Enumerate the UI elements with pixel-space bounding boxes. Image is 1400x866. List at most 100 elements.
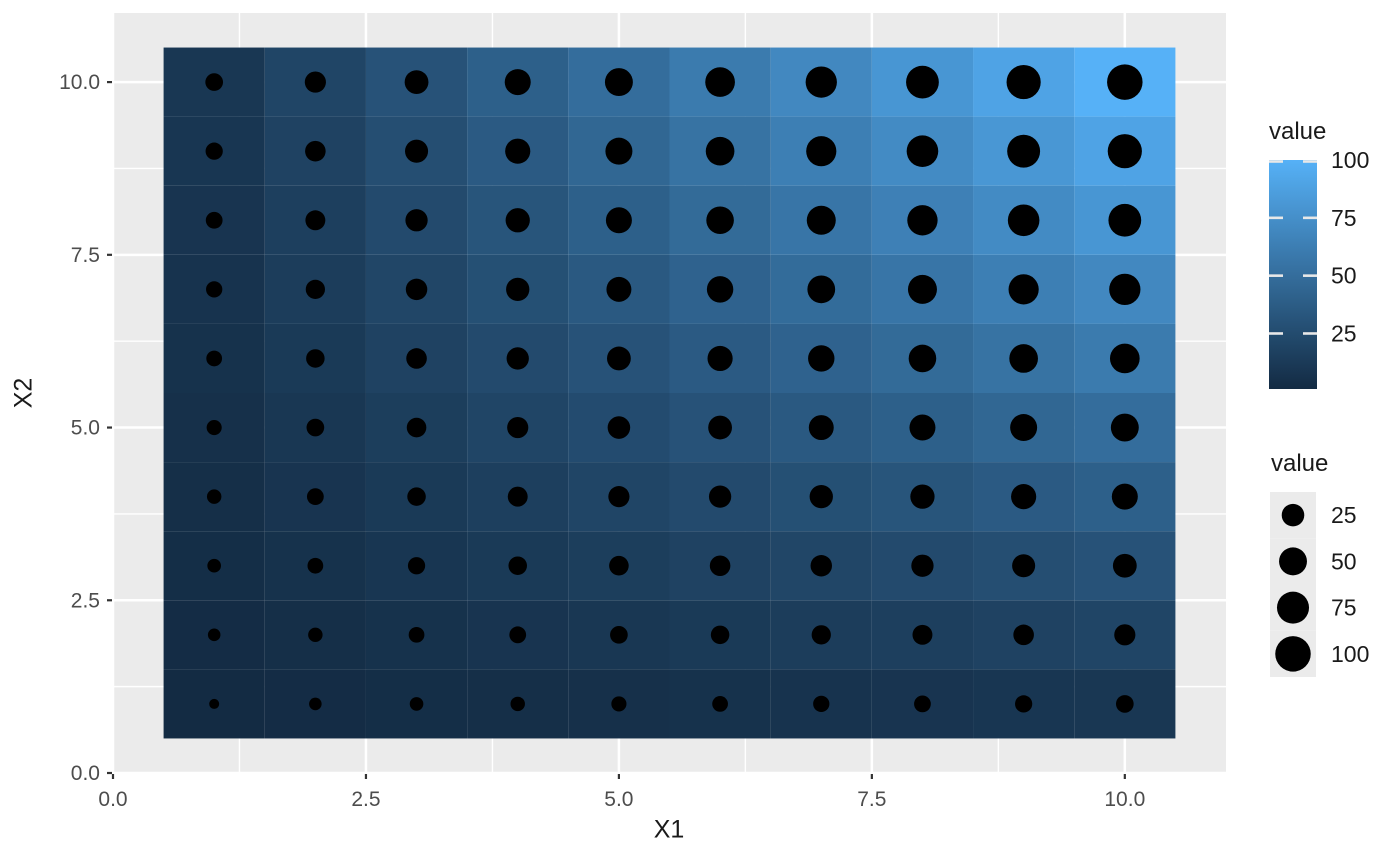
value-dot [906,65,939,99]
value-dot [806,205,836,235]
value-dot [808,345,835,372]
size-legend-label: 25 [1331,502,1357,528]
value-dot [809,484,833,509]
y-tick-label: 0.0 [71,762,100,785]
value-dot [605,137,633,165]
value-dot [1007,204,1040,237]
value-dot [205,73,224,91]
value-dot [407,487,426,506]
value-dot [507,416,529,439]
colorbar-label: 75 [1331,205,1357,231]
colorbar-label: 50 [1331,263,1357,289]
value-dot [404,70,429,94]
value-dot [206,350,223,367]
value-dot [705,67,735,97]
value-dot [307,557,324,574]
size-legend-dot [1279,547,1307,576]
value-dot [1009,344,1038,373]
value-dot [611,696,627,712]
size-legend-dot [1281,503,1305,527]
value-dot [1108,203,1142,237]
value-dot [308,627,323,643]
y-axis-title: X2 [9,377,38,409]
value-dot [207,558,221,573]
value-dot [907,274,937,304]
value-dot [707,345,733,372]
value-dot [1115,695,1134,713]
value-dot [709,555,731,577]
value-dot [305,210,326,231]
value-dot [705,136,735,166]
value-dot [1111,483,1138,510]
value-dot [306,349,325,368]
value-dot [508,556,527,575]
value-dot [205,211,223,229]
y-tick-label: 5.0 [71,417,100,440]
value-dot [1112,553,1137,578]
value-dot [708,485,732,508]
x-tick-label: 2.5 [351,788,380,811]
value-dot [1008,274,1039,305]
size-legend-dot [1275,636,1311,672]
value-dot [909,414,936,441]
value-dot [406,348,427,369]
value-dot [305,279,325,299]
x-tick-label: 7.5 [857,788,886,811]
x-tick-label: 5.0 [604,788,633,811]
size-legend-label: 50 [1331,548,1357,574]
value-dot [1107,64,1143,100]
value-dot [305,140,326,162]
value-dot [1110,413,1139,442]
value-dot [806,136,837,167]
value-dot [405,139,429,163]
value-dot [506,347,529,370]
value-dot [1114,624,1136,646]
value-dot [209,698,220,709]
value-dot [610,625,628,644]
value-dot [409,697,424,711]
value-dot [304,71,326,93]
value-dot [608,486,630,508]
x-axis-title: X1 [653,815,685,844]
colorbar-label: 100 [1331,147,1369,173]
y-tick-label: 2.5 [71,589,100,612]
value-dot [406,417,427,438]
value-dot [306,488,324,506]
value-dot [712,696,728,712]
value-dot [408,626,425,643]
value-dot [506,277,530,302]
value-dot [706,276,734,303]
point-layer [205,64,1143,713]
value-dot [912,624,933,645]
value-dot [604,68,633,97]
y-tick-label: 7.5 [71,244,100,267]
value-dot [606,276,632,302]
value-dot [505,138,531,164]
value-dot [509,626,527,644]
value-dot [710,625,730,645]
value-dot [607,346,631,371]
value-dot [813,695,830,713]
size-legend-label: 75 [1331,595,1357,621]
size-legend-label: 100 [1331,641,1369,667]
value-dot [1007,134,1041,168]
value-dot [914,695,931,713]
value-dot [706,206,734,235]
y-tick-label: 10.0 [59,71,100,94]
x-tick-label: 0.0 [98,788,127,811]
value-dot [1107,134,1142,169]
value-dot [504,69,531,96]
value-dot [1006,65,1041,100]
value-dot [908,344,937,373]
size-legend-title: value [1271,450,1329,477]
value-dot [405,209,428,232]
color-legend-title: value [1269,118,1327,145]
value-dot [1015,695,1033,713]
value-dot [708,415,732,440]
value-dot [1013,624,1034,646]
value-dot [1011,484,1037,510]
value-dot [507,486,528,507]
value-dot [607,416,631,439]
